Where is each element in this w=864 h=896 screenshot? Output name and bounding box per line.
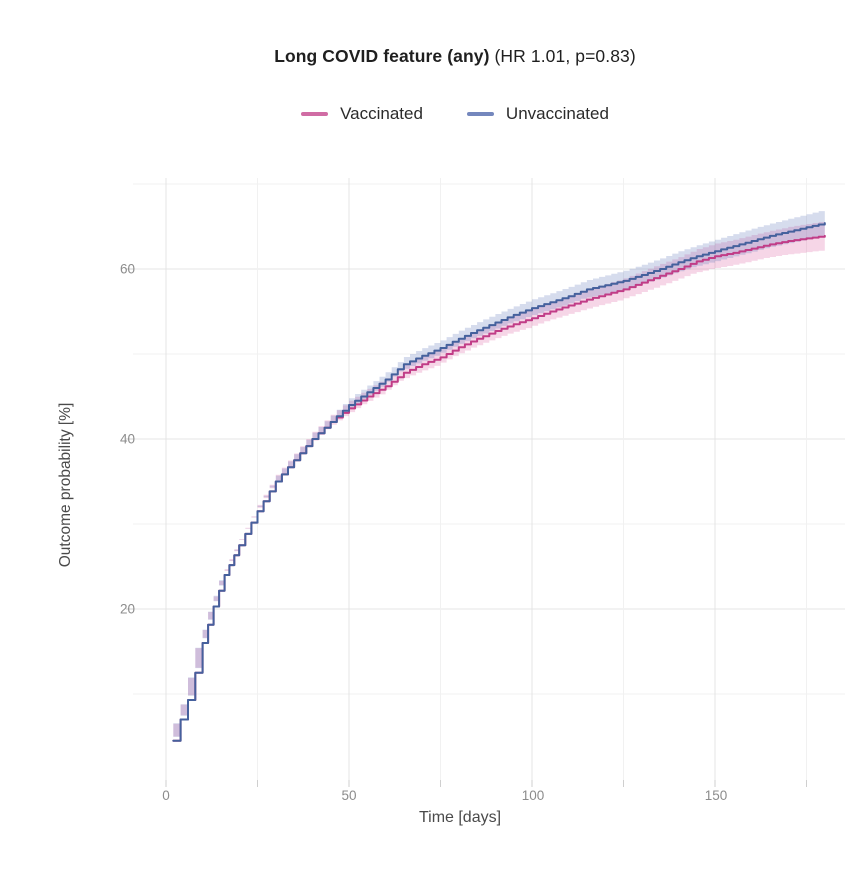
legend-item-unvaccinated: Unvaccinated xyxy=(466,104,609,124)
legend-dash-unvaccinated-icon xyxy=(466,112,494,116)
legend: Vaccinated Unvaccinated xyxy=(46,104,864,124)
x-tick-labels: 0 50 100 150 xyxy=(162,788,727,803)
gridlines xyxy=(133,178,845,780)
legend-dash-vaccinated-icon xyxy=(301,112,329,116)
x-tick-label-100: 100 xyxy=(522,788,545,803)
y-tick-label-60: 60 xyxy=(120,262,135,277)
km-curve-unvaccinated xyxy=(172,222,826,742)
ci-band-vaccinated xyxy=(173,221,825,745)
x-tick-label-50: 50 xyxy=(341,788,356,803)
x-tick-label-150: 150 xyxy=(705,788,728,803)
ci-band-unvaccinated xyxy=(173,209,825,745)
legend-label-unvaccinated: Unvaccinated xyxy=(505,104,609,123)
x-axis-title: Time [days] xyxy=(418,809,502,826)
chart-title-main: Long COVID feature (any) xyxy=(274,46,490,66)
legend-item-vaccinated: Vaccinated xyxy=(301,104,423,124)
y-tick-label-40: 40 xyxy=(120,432,135,447)
x-tick-label-0: 0 xyxy=(162,788,170,803)
legend-label-vaccinated: Vaccinated xyxy=(340,104,423,123)
chart-title: Long COVID feature (any) (HR 1.01, p=0.8… xyxy=(46,46,864,67)
y-tick-labels: 20 40 60 xyxy=(120,262,135,617)
chart-title-stats: (HR 1.01, p=0.83) xyxy=(489,46,636,66)
km-curve-vaccinated xyxy=(172,234,826,742)
y-axis-title: Outcome probability [%] xyxy=(57,402,74,568)
y-tick-label-20: 20 xyxy=(120,602,135,617)
axis-tick-marks xyxy=(126,268,807,787)
